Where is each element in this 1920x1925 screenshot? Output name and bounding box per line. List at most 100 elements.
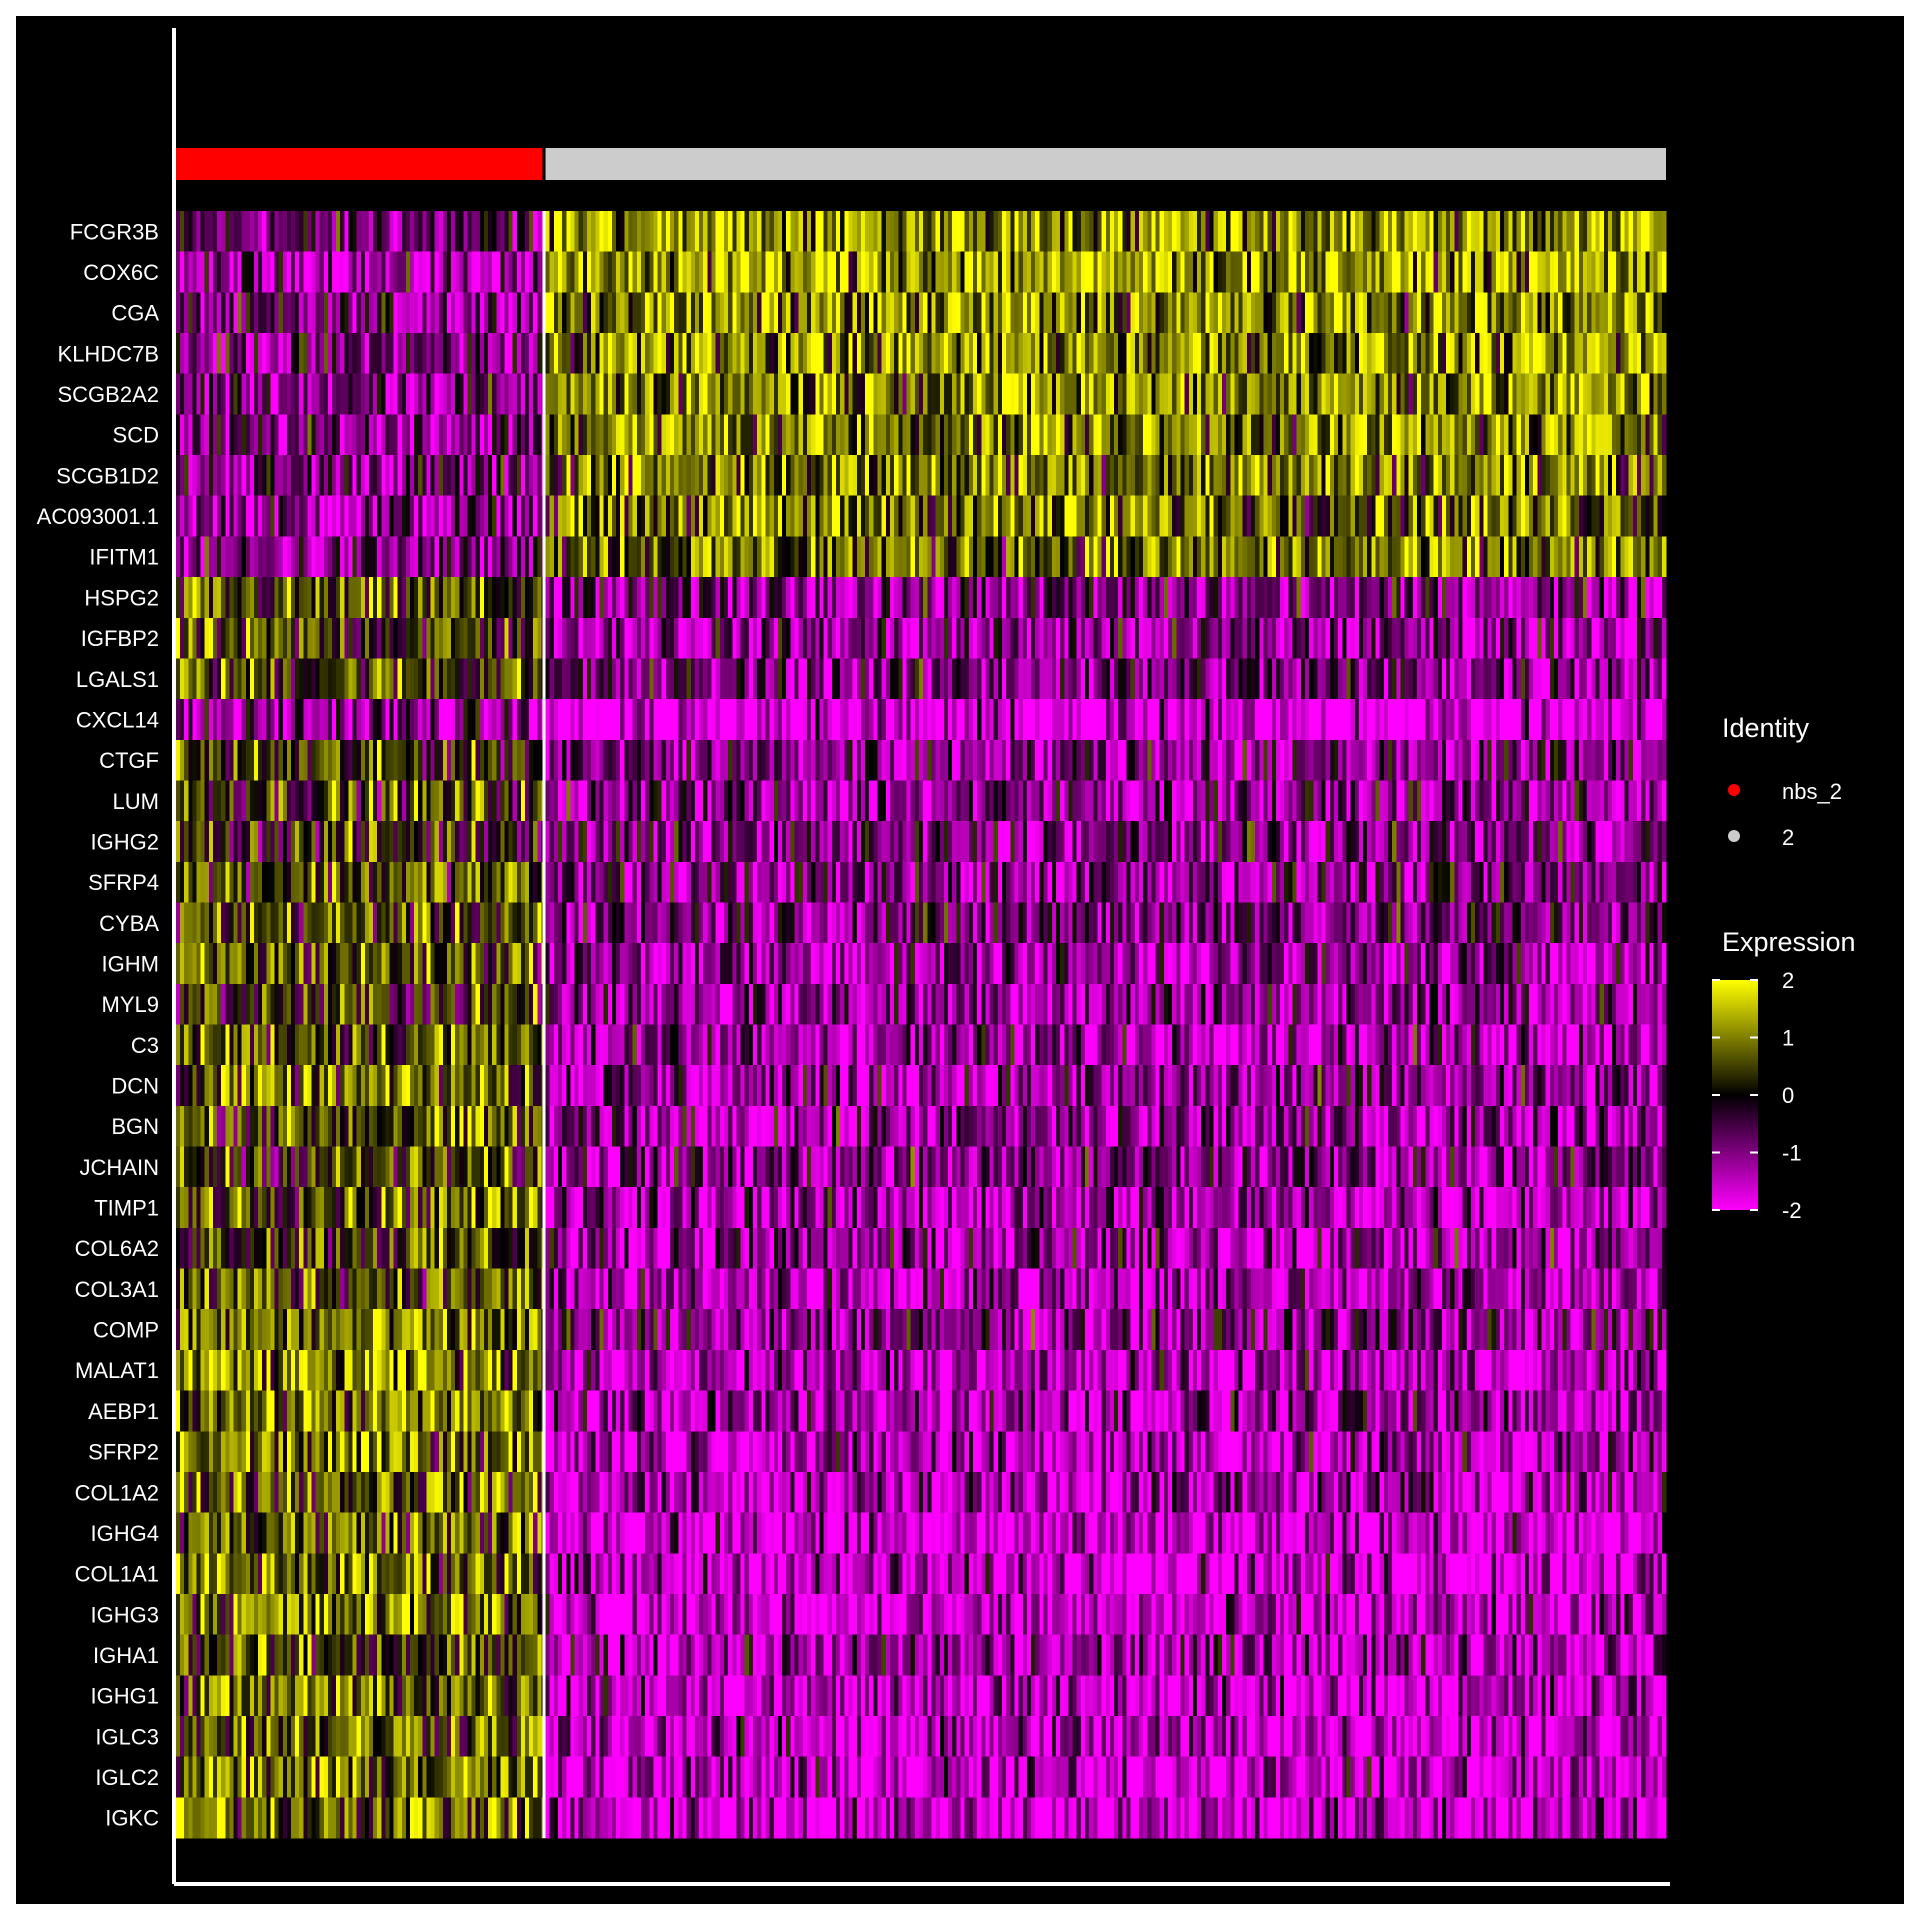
heat-cell [336,251,341,293]
heat-cell [827,333,833,375]
heat-cell [1263,292,1269,334]
heat-cell [221,861,226,904]
heat-cell [290,1593,296,1636]
heat-cell [1375,373,1381,415]
heat-cell [307,1634,313,1676]
heat-cell [290,251,296,293]
heat-cell [290,536,296,578]
heat-cell [1566,292,1572,334]
heat-cell [270,251,276,293]
heat-cell [237,495,243,537]
heat-cell [356,780,362,822]
heat-cell [192,1309,198,1351]
heat-cell [426,251,432,293]
heat-cell [204,536,210,578]
heat-cell [225,821,230,863]
heat-cell [504,1634,510,1676]
heat-cell [616,333,621,375]
heat-cell [184,1634,189,1676]
heat-cell [479,861,485,904]
heat-cell [524,1756,530,1798]
heat-cell [483,1553,489,1595]
heat-cell [512,1715,518,1758]
heat-cell [632,414,638,456]
heat-cell [262,821,267,863]
heat-cell [245,1634,251,1676]
heat-cell [410,1065,415,1107]
heat-cell [1292,292,1298,334]
heat-cell [1537,211,1543,253]
heat-cell [463,699,469,741]
heat-cell [414,1024,419,1066]
heat-cell [520,1105,526,1148]
heat-cell [225,1634,230,1676]
heat-cell [221,1065,226,1107]
heat-cell [1180,211,1186,253]
heat-cell [385,943,391,985]
heat-cell [442,1146,448,1188]
heat-cell [553,292,559,334]
heat-cell [397,536,403,578]
heat-cell [520,373,526,415]
heat-cell [241,739,247,782]
heat-cell [516,1512,522,1554]
heat-cell [200,1593,206,1636]
heat-cell [451,1309,456,1351]
heat-cell [176,333,181,375]
heat-cell [1072,251,1078,293]
heat-cell [508,1309,514,1351]
heat-cell [1566,251,1572,293]
heat-cell [266,902,272,944]
heat-cell [274,1390,280,1432]
heat-cell [278,1227,284,1270]
heat-cell [1400,333,1406,375]
heat-cell [381,333,386,375]
heat-cell [278,1390,284,1432]
heat-cell [311,211,317,253]
heat-cell [352,780,358,822]
heat-cell [311,1065,317,1107]
heat-cell [537,1187,543,1229]
heat-cell [496,1593,501,1636]
heat-cell [483,1797,489,1839]
heat-cell [180,577,185,619]
heat-cell [488,577,493,619]
heat-cell [352,1797,358,1839]
heat-cell [935,292,941,334]
heat-cell [467,373,473,415]
heat-cell [241,1675,247,1717]
heat-cell [504,821,510,863]
heat-cell [1296,292,1302,334]
heat-cell [373,292,378,334]
heat-cell [1342,373,1348,415]
heat-cell [516,617,522,660]
heat-cell [422,577,428,619]
heat-cell [208,577,214,619]
heat-cell [410,1756,415,1798]
heat-cell [196,1756,202,1798]
heat-cell [270,1471,276,1514]
heat-cell [303,1227,308,1270]
heat-cell [352,373,358,415]
heat-cell [1578,333,1584,375]
heat-cell [578,251,584,293]
heat-cell [385,1024,391,1066]
heat-cell [356,1146,362,1188]
heat-cell [233,1431,239,1473]
heat-cell [939,373,945,415]
heat-cell [245,373,251,415]
heat-cell [311,1390,317,1432]
heat-cell [1657,373,1663,415]
heat-cell [492,1593,497,1636]
heat-cell [299,739,304,782]
heat-cell [1537,292,1543,334]
heat-cell [204,902,210,944]
heat-cell [438,1390,444,1432]
heat-cell [699,333,704,375]
heat-cell [401,983,407,1026]
heat-cell [212,983,218,1026]
heat-cell [282,373,288,415]
heat-cell [1516,333,1522,375]
heat-cell [237,943,243,985]
